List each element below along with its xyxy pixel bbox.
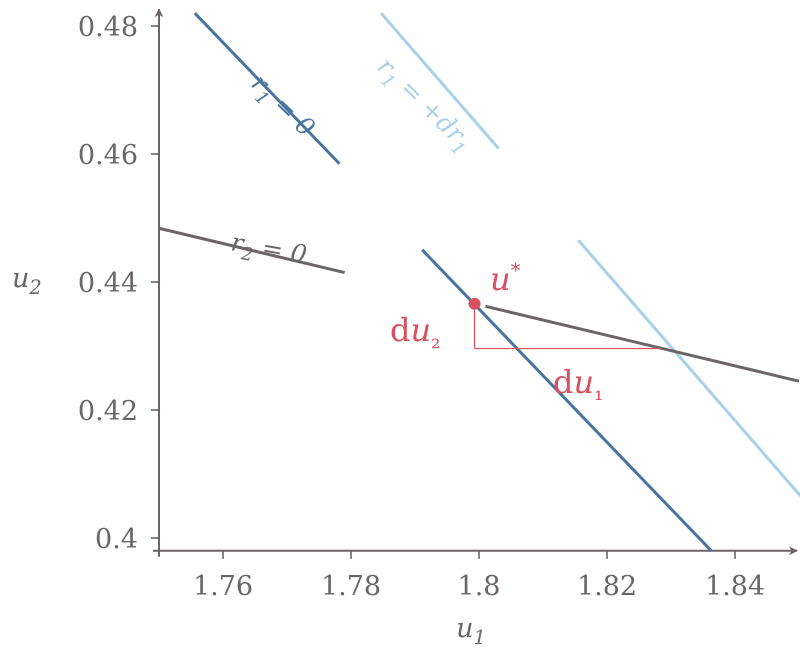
x-tick-label: 1.8: [458, 571, 501, 602]
y-tick-label: 0.42: [78, 396, 138, 427]
annotations: [468, 297, 661, 350]
axes: 1.76 1.78 1.8 1.82 1.84 0.4 0.42 0.44 0.46 0.48 u1…: [12, 8, 798, 649]
y-tick-label: 0.48: [78, 12, 138, 43]
r1-plus-dr1-line: [577, 239, 800, 498]
y-tick-label: 0.44: [78, 268, 138, 299]
y-tick-label: 0.46: [78, 140, 138, 171]
x-tick-label: 1.84: [705, 571, 765, 602]
r1-zero-line: [193, 12, 341, 165]
y-axis-title: u2: [12, 263, 42, 299]
r1-plus-dr1-line: [379, 12, 500, 150]
x-tick-label: 1.76: [193, 571, 253, 602]
r2-zero-label: r2 = 0: [228, 227, 309, 275]
r1-zero-label: r1 = 0: [242, 68, 321, 146]
r2-zero-line: [158, 226, 345, 275]
u-star-label: u*: [490, 259, 521, 298]
du2-label: du₂: [390, 311, 440, 354]
series-group: [158, 12, 800, 552]
r2-zero-line: [485, 304, 800, 383]
y-tick-label: 0.4: [95, 524, 138, 555]
du1-label: du₁: [553, 363, 603, 406]
x-axis-title: u1: [456, 613, 486, 649]
x-tick-label: 1.82: [577, 571, 637, 602]
u-star-point: [468, 297, 481, 310]
x-tick-label: 1.78: [321, 571, 381, 602]
